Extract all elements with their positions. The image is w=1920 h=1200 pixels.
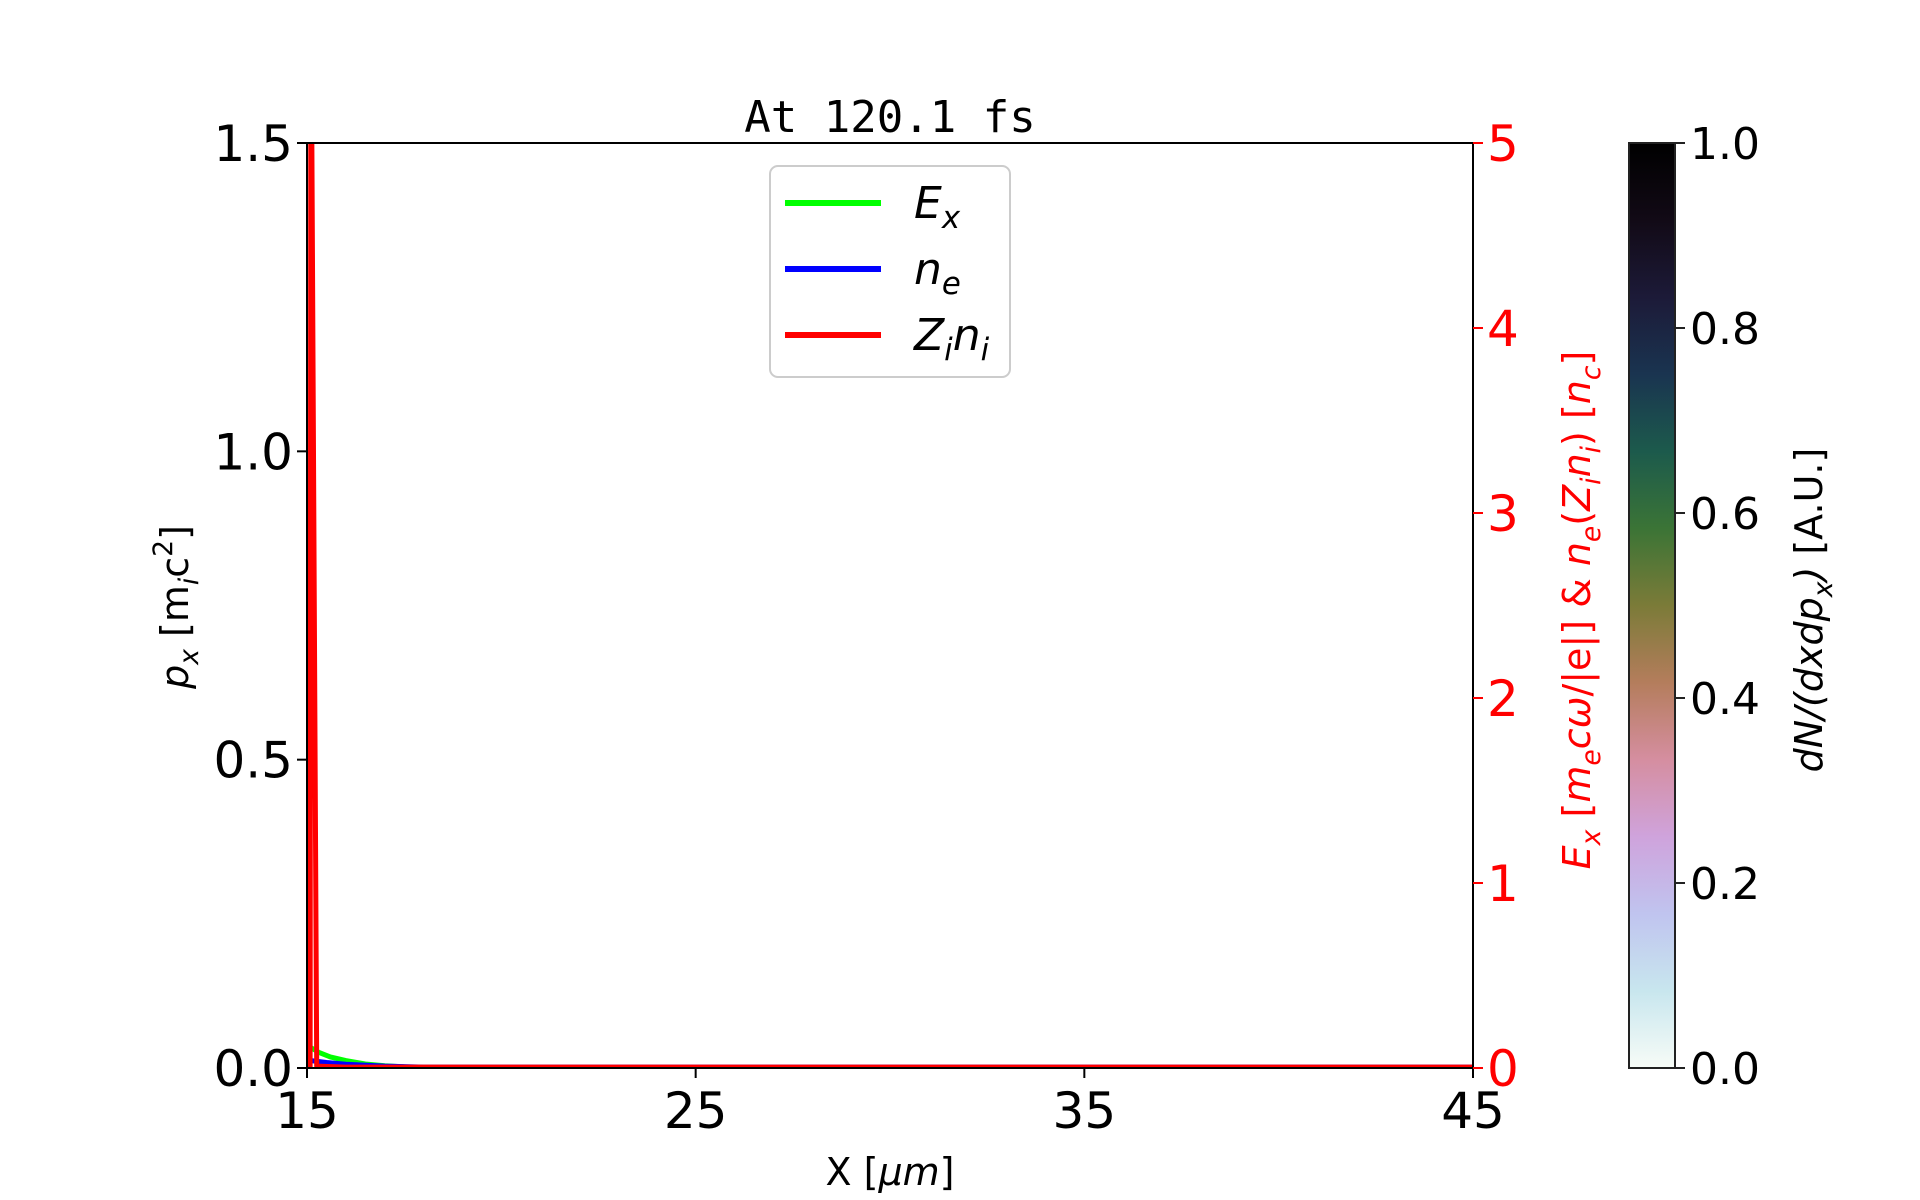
label-part: dN/(dxdp <box>1787 597 1831 772</box>
label-part: i <box>981 332 990 368</box>
label-part: i <box>1576 477 1607 485</box>
label-part: n <box>1555 453 1599 477</box>
y-left-tick-label: 1.5 <box>213 115 293 173</box>
x-tick-label: 45 <box>1441 1082 1505 1140</box>
y-left-tick-label: 0.5 <box>213 732 293 790</box>
y-axis-left-label: px [mic2] <box>148 525 205 690</box>
y-axis-right-label: Ex [mecω/|e|] & ne(Zini) [nc] <box>1555 351 1607 870</box>
label-part: ] <box>153 525 197 540</box>
label-part: [ <box>1555 803 1599 830</box>
label-part: ] <box>1555 351 1599 366</box>
y-right-tick-label: 1 <box>1487 855 1519 913</box>
y-right-tick-label: 2 <box>1487 670 1519 728</box>
label-part: x <box>941 200 961 236</box>
label-part: ( <box>1555 511 1599 526</box>
x-axis-label: X [μm] <box>826 1150 955 1194</box>
colorbar <box>1628 142 1676 1069</box>
label-part: i <box>944 332 953 368</box>
label-part: i <box>1576 445 1607 453</box>
y-right-tick-label: 5 <box>1487 115 1519 173</box>
label-part: E <box>914 178 942 229</box>
colorbar-label: dN/(dxdpx) [A.U.] <box>1787 448 1839 773</box>
label-part: Z <box>913 310 945 361</box>
colorbar-tick-label: 1.0 <box>1690 119 1760 170</box>
label-part: n <box>953 310 981 361</box>
label-part: X [ <box>826 1150 879 1194</box>
x-tick-label: 35 <box>1053 1082 1117 1140</box>
label-part: x <box>174 649 205 666</box>
label-part: n <box>1555 380 1599 404</box>
label-part: x <box>1576 829 1607 846</box>
label-part: e <box>1576 526 1607 542</box>
colorbar-tick-label: 0.0 <box>1690 1044 1760 1095</box>
label-part: x <box>1808 581 1839 598</box>
label-part: i <box>174 577 205 585</box>
label-part: /|e|] & <box>1555 566 1600 696</box>
label-part: [m <box>153 585 197 649</box>
legend-label: ne <box>914 244 961 302</box>
y-left-tick-label: 1.0 <box>213 423 293 481</box>
x-tick-label: 25 <box>664 1082 728 1140</box>
chart-title: At 120.1 fs <box>744 92 1035 143</box>
y-left-tick-label: 0.0 <box>213 1040 293 1098</box>
label-part: E <box>1555 845 1599 869</box>
label-part: cω <box>1555 697 1599 750</box>
colorbar-tick-label: 0.6 <box>1690 489 1760 540</box>
axes-frame <box>306 142 1474 1069</box>
label-part: e <box>1576 749 1607 765</box>
label-part: ) <box>1787 567 1831 585</box>
label-part: n <box>914 244 942 295</box>
label-part: e <box>942 266 961 302</box>
legend-label: Ex <box>914 178 961 236</box>
label-part: p <box>153 665 197 690</box>
label-part: n <box>1555 542 1599 566</box>
label-part: ] <box>940 1150 955 1194</box>
y-right-tick-label: 4 <box>1487 300 1519 358</box>
x-tick-label: 15 <box>275 1082 339 1140</box>
label-part: 2 <box>148 540 179 557</box>
label-part: c <box>153 557 197 578</box>
label-part: c <box>1576 365 1607 380</box>
colorbar-tick-label: 0.2 <box>1690 859 1760 910</box>
y-right-tick-label: 0 <box>1487 1040 1519 1098</box>
colorbar-tick-label: 0.4 <box>1690 674 1760 725</box>
y-right-tick-label: 3 <box>1487 485 1519 543</box>
colorbar-tick-label: 0.8 <box>1690 304 1760 355</box>
label-part: Z <box>1555 484 1599 512</box>
label-part: [A.U.] <box>1787 448 1831 567</box>
label-part: μm <box>877 1150 939 1194</box>
label-part: m <box>1555 766 1599 803</box>
label-part: ) [ <box>1555 404 1599 446</box>
legend-label: Zini <box>913 310 990 368</box>
